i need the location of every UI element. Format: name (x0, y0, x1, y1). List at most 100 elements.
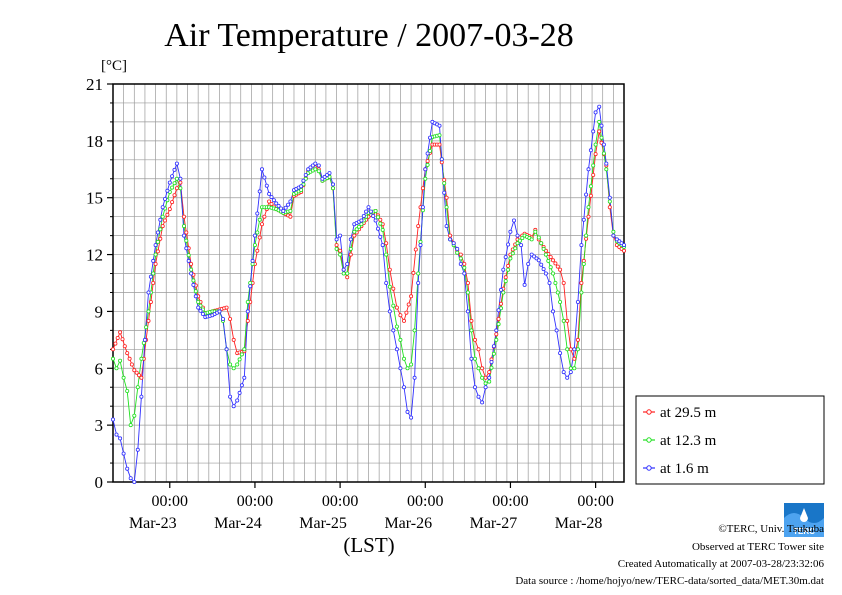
terc-logo: TERC (784, 503, 824, 537)
data-point-1 (558, 267, 563, 272)
data-point-2 (581, 261, 586, 266)
x-tick-time: 00:00 (152, 493, 188, 510)
x-tick-time: 00:00 (237, 493, 273, 510)
data-point-2 (191, 278, 196, 283)
data-point-3 (469, 356, 474, 361)
data-point-1 (125, 351, 130, 356)
data-point-3 (622, 243, 627, 248)
data-point-2 (536, 235, 541, 240)
data-point-3 (588, 148, 593, 153)
data-point-2 (496, 322, 501, 327)
data-point-2 (356, 224, 361, 229)
data-point-3 (255, 211, 260, 216)
data-point-3 (274, 201, 279, 206)
data-point-3 (597, 104, 602, 109)
data-point-2 (245, 299, 250, 304)
data-point-3 (286, 202, 291, 207)
data-point-3 (174, 161, 179, 166)
logo-text: TERC (793, 527, 815, 536)
data-point-3 (118, 436, 123, 441)
data-point-2 (181, 224, 186, 229)
data-point-3 (543, 271, 548, 276)
data-point-1 (134, 370, 139, 375)
observed-text: Observed at TERC Tower site (692, 541, 824, 553)
data-point-1 (231, 337, 236, 342)
data-point-3 (476, 394, 481, 399)
data-point-2 (599, 135, 604, 140)
data-point-2 (412, 328, 417, 333)
plot-frame (112, 83, 625, 483)
legend-swatch-marker (646, 409, 652, 415)
data-point-2 (313, 167, 318, 172)
data-point-1 (398, 313, 403, 318)
copyright-text: ©TERC, Univ. Tsukuba (718, 523, 824, 535)
data-point-3 (128, 476, 133, 481)
data-point-3 (373, 218, 378, 223)
data-point-1 (462, 261, 467, 266)
data-point-1 (184, 230, 189, 235)
data-point-2 (380, 227, 385, 232)
legend-label: at 1.6 m (660, 461, 709, 477)
legend-label: at 29.5 m (660, 405, 717, 421)
data-point-3 (364, 209, 369, 214)
data-point-3 (472, 385, 477, 390)
data-point-1 (120, 337, 125, 342)
data-point-3 (425, 151, 430, 156)
data-point-1 (437, 142, 442, 147)
data-point-3 (423, 167, 428, 172)
data-point-1 (607, 205, 612, 210)
data-point-3 (599, 123, 604, 128)
data-point-3 (189, 271, 194, 276)
data-point-3 (146, 290, 151, 295)
legend: at 29.5 m at 12.3 m at 1.6 m (635, 395, 825, 485)
data-point-3 (271, 198, 276, 203)
data-point-2 (584, 233, 589, 238)
data-point-3 (541, 267, 546, 272)
data-point-3 (167, 180, 172, 185)
data-point-2 (465, 290, 470, 295)
data-point-1 (584, 236, 589, 241)
data-point-1 (160, 224, 165, 229)
droplet-icon (800, 508, 808, 522)
data-point-3 (380, 243, 385, 248)
data-point-1 (391, 286, 396, 291)
data-point-2 (352, 229, 357, 234)
data-point-1 (158, 236, 163, 241)
data-point-1 (153, 261, 158, 266)
data-point-3 (184, 246, 189, 251)
data-point-3 (547, 280, 552, 285)
data-point-1 (170, 200, 175, 205)
data-point-3 (575, 299, 580, 304)
data-point-1 (586, 214, 591, 219)
y-axis-unit: [°C] (101, 58, 127, 74)
data-point-1 (384, 241, 389, 246)
data-point-1 (118, 330, 123, 335)
data-point-2 (510, 251, 515, 256)
data-point-1 (444, 195, 449, 200)
data-point-2 (391, 303, 396, 308)
data-point-2 (121, 375, 126, 380)
x-tick-date: Mar-24 (214, 515, 262, 532)
data-point-2 (503, 279, 508, 284)
data-point-2 (565, 347, 570, 352)
data-point-1 (622, 248, 627, 253)
legend-label: at 12.3 m (660, 433, 717, 449)
grid-lines (113, 84, 624, 482)
data-point-1 (472, 337, 477, 342)
data-point-3 (334, 237, 339, 242)
data-point-2 (178, 186, 183, 191)
data-point-3 (506, 242, 511, 247)
data-point-3 (455, 246, 460, 251)
data-point-3 (515, 233, 520, 238)
data-point-2 (378, 221, 383, 226)
data-point-3 (135, 447, 140, 452)
data-point-1 (597, 129, 602, 134)
data-point-1 (579, 280, 584, 285)
data-point-1 (255, 248, 260, 253)
data-point-2 (158, 227, 163, 232)
data-point-3 (607, 195, 612, 200)
data-point-3 (235, 398, 240, 403)
data-point-1 (591, 172, 596, 177)
data-point-3 (327, 171, 332, 176)
data-point-3 (245, 309, 250, 314)
